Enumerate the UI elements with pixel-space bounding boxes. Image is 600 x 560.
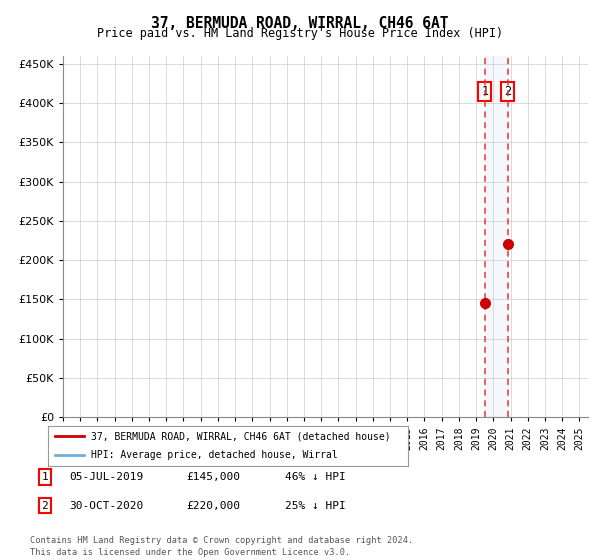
- Text: 1: 1: [481, 85, 488, 98]
- Text: 2: 2: [41, 501, 49, 511]
- Text: Price paid vs. HM Land Registry's House Price Index (HPI): Price paid vs. HM Land Registry's House …: [97, 27, 503, 40]
- Text: 37, BERMUDA ROAD, WIRRAL, CH46 6AT (detached house): 37, BERMUDA ROAD, WIRRAL, CH46 6AT (deta…: [91, 432, 391, 441]
- Bar: [485, 56, 508, 417]
- Text: 37, BERMUDA ROAD, WIRRAL, CH46 6AT: 37, BERMUDA ROAD, WIRRAL, CH46 6AT: [151, 16, 449, 31]
- Text: 46% ↓ HPI: 46% ↓ HPI: [285, 472, 346, 482]
- Text: 30-OCT-2020: 30-OCT-2020: [69, 501, 143, 511]
- Text: 25% ↓ HPI: 25% ↓ HPI: [285, 501, 346, 511]
- Text: Contains HM Land Registry data © Crown copyright and database right 2024.
This d: Contains HM Land Registry data © Crown c…: [30, 536, 413, 557]
- Text: 2: 2: [504, 85, 511, 98]
- Text: 1: 1: [41, 472, 49, 482]
- Text: £145,000: £145,000: [186, 472, 240, 482]
- Text: 05-JUL-2019: 05-JUL-2019: [69, 472, 143, 482]
- Text: £220,000: £220,000: [186, 501, 240, 511]
- Text: HPI: Average price, detached house, Wirral: HPI: Average price, detached house, Wirr…: [91, 450, 338, 460]
